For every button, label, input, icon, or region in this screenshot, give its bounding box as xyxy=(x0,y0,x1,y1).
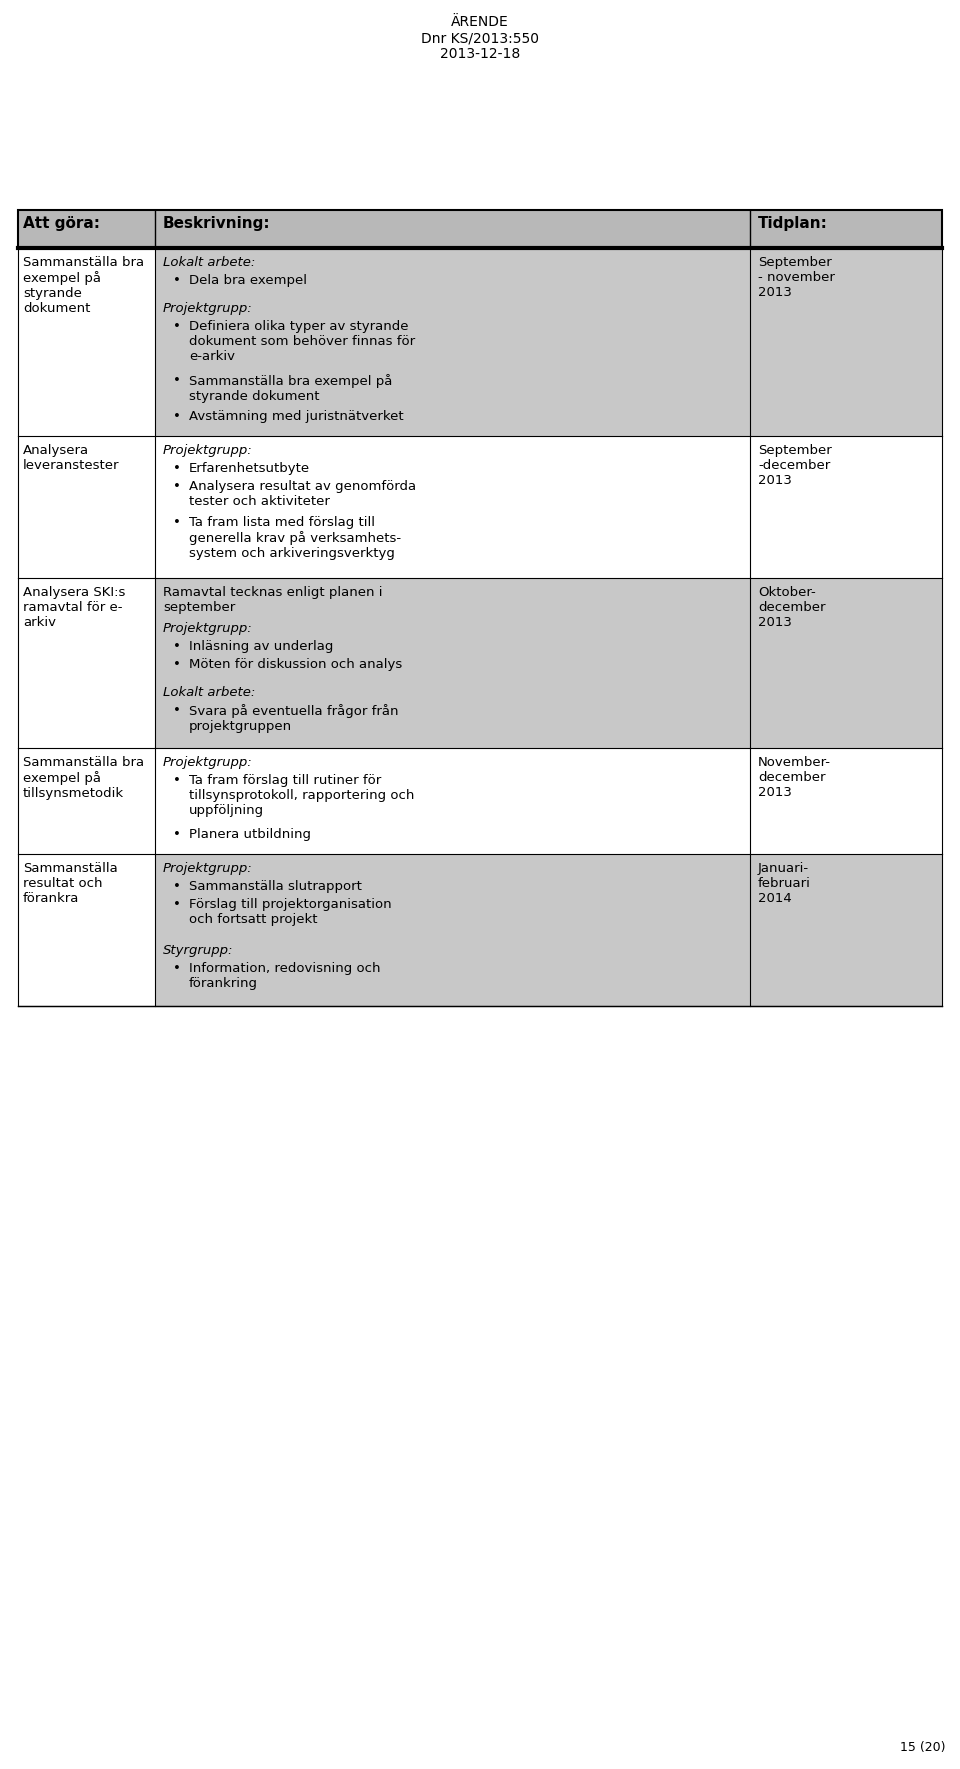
Text: •: • xyxy=(173,704,180,716)
Text: Ta fram förslag till rutiner för
tillsynsprotokoll, rapportering och
uppföljning: Ta fram förslag till rutiner för tillsyn… xyxy=(189,775,415,817)
Bar xyxy=(18,435,155,578)
Text: Sammanställa slutrapport: Sammanställa slutrapport xyxy=(189,879,362,893)
Text: Erfarenhetsutbyte: Erfarenhetsutbyte xyxy=(189,462,310,476)
Text: •: • xyxy=(173,320,180,333)
Bar xyxy=(155,248,750,435)
Text: Sammanställa bra
exempel på
tillsynsmetodik: Sammanställa bra exempel på tillsynsmeto… xyxy=(23,755,144,800)
Bar xyxy=(155,854,750,1007)
Text: •: • xyxy=(173,962,180,975)
Text: September
- november
2013: September - november 2013 xyxy=(758,257,835,299)
Bar xyxy=(155,578,750,748)
Text: Information, redovisning och
förankring: Information, redovisning och förankring xyxy=(189,962,380,991)
Text: Projektgrupp:: Projektgrupp: xyxy=(163,623,252,635)
Text: •: • xyxy=(173,640,180,653)
Text: •: • xyxy=(173,658,180,670)
Text: Att göra:: Att göra: xyxy=(23,216,100,232)
Text: Förslag till projektorganisation
och fortsatt projekt: Förslag till projektorganisation och for… xyxy=(189,899,392,925)
Text: Definiera olika typer av styrande
dokument som behöver finnas för
e-arkiv: Definiera olika typer av styrande dokume… xyxy=(189,320,415,363)
Text: •: • xyxy=(173,517,180,529)
Text: •: • xyxy=(173,828,180,840)
Bar xyxy=(18,211,942,248)
Bar xyxy=(750,578,942,748)
Bar xyxy=(750,248,942,435)
Text: •: • xyxy=(173,899,180,911)
Text: Analysera SKI:s
ramavtal för e-
arkiv: Analysera SKI:s ramavtal för e- arkiv xyxy=(23,586,126,630)
Text: 15 (20): 15 (20) xyxy=(900,1741,945,1755)
Text: •: • xyxy=(173,479,180,494)
Text: Projektgrupp:: Projektgrupp: xyxy=(163,755,252,770)
Text: Sammanställa bra
exempel på
styrande
dokument: Sammanställa bra exempel på styrande dok… xyxy=(23,257,144,315)
Text: Ta fram lista med förslag till
generella krav på verksamhets-
system och arkiver: Ta fram lista med förslag till generella… xyxy=(189,517,401,561)
Text: Projektgrupp:: Projektgrupp: xyxy=(163,862,252,876)
Bar xyxy=(750,748,942,854)
Text: Oktober-
december
2013: Oktober- december 2013 xyxy=(758,586,826,630)
Bar xyxy=(155,748,750,854)
Bar xyxy=(750,435,942,578)
Text: Sammanställa bra exempel på
styrande dokument: Sammanställa bra exempel på styrande dok… xyxy=(189,373,393,403)
Bar xyxy=(155,435,750,578)
Text: September
-december
2013: September -december 2013 xyxy=(758,444,831,486)
Bar xyxy=(18,748,155,854)
Text: Möten för diskussion och analys: Möten för diskussion och analys xyxy=(189,658,402,670)
Text: November-
december
2013: November- december 2013 xyxy=(758,755,831,800)
Text: Januari-
februari
2014: Januari- februari 2014 xyxy=(758,862,811,906)
Text: •: • xyxy=(173,775,180,787)
Text: Projektgrupp:: Projektgrupp: xyxy=(163,444,252,456)
Text: Dela bra exempel: Dela bra exempel xyxy=(189,274,307,287)
Text: Lokalt arbete:: Lokalt arbete: xyxy=(163,686,255,699)
Text: •: • xyxy=(173,462,180,476)
Text: •: • xyxy=(173,879,180,893)
Text: •: • xyxy=(173,373,180,387)
Bar xyxy=(750,854,942,1007)
Text: Tidplan:: Tidplan: xyxy=(758,216,828,232)
Bar xyxy=(18,578,155,748)
Bar xyxy=(18,854,155,1007)
Text: Beskrivning:: Beskrivning: xyxy=(163,216,271,232)
Text: ÄRENDE
Dnr KS/2013:550
2013-12-18: ÄRENDE Dnr KS/2013:550 2013-12-18 xyxy=(421,14,539,62)
Text: Styrgrupp:: Styrgrupp: xyxy=(163,945,233,957)
Text: •: • xyxy=(173,410,180,423)
Text: Sammanställa
resultat och
förankra: Sammanställa resultat och förankra xyxy=(23,862,118,906)
Text: Ramavtal tecknas enligt planen i
september: Ramavtal tecknas enligt planen i septemb… xyxy=(163,586,382,614)
Text: Inläsning av underlag: Inläsning av underlag xyxy=(189,640,333,653)
Text: Lokalt arbete:: Lokalt arbete: xyxy=(163,257,255,269)
Bar xyxy=(18,248,155,435)
Text: Analysera
leveranstester: Analysera leveranstester xyxy=(23,444,119,472)
Text: Analysera resultat av genomförda
tester och aktiviteter: Analysera resultat av genomförda tester … xyxy=(189,479,416,508)
Text: Projektgrupp:: Projektgrupp: xyxy=(163,302,252,315)
Text: Avstämning med juristnätverket: Avstämning med juristnätverket xyxy=(189,410,403,423)
Text: •: • xyxy=(173,274,180,287)
Text: Planera utbildning: Planera utbildning xyxy=(189,828,311,840)
Text: Svara på eventuella frågor från
projektgruppen: Svara på eventuella frågor från projektg… xyxy=(189,704,398,732)
